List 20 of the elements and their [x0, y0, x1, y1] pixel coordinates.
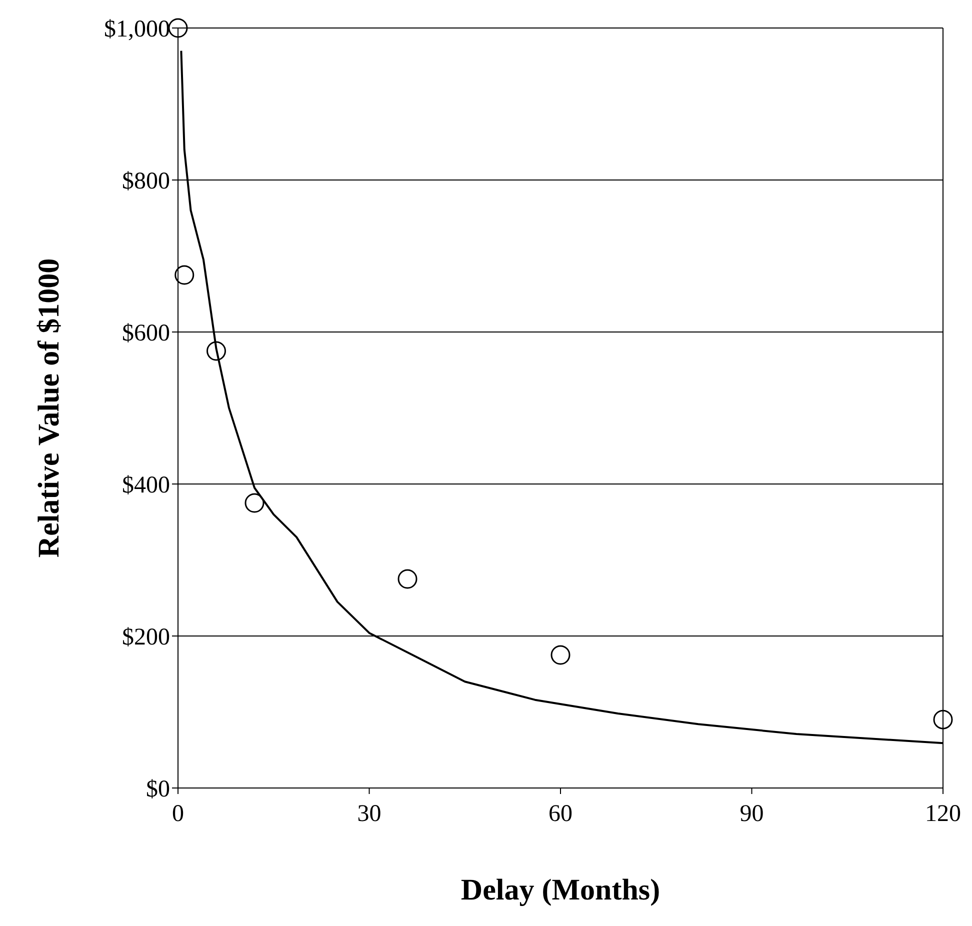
point: [244, 493, 264, 513]
y-tick-label: $800: [122, 168, 170, 195]
x-axis-title: Delay (Months): [460, 873, 660, 906]
point: [168, 18, 188, 38]
y-tick-label: $600: [122, 320, 170, 347]
point: [206, 341, 226, 361]
y-tick-label: $0: [146, 776, 170, 803]
y-tick-label: $200: [122, 624, 170, 651]
x-tick-label: 90: [740, 801, 764, 828]
x-tick-label: 60: [548, 801, 572, 828]
y-tick-label: $1,000: [104, 16, 170, 43]
x-tick-label: 120: [925, 801, 961, 828]
x-tick-label: 0: [172, 801, 184, 828]
y-axis-title: Relative Value of $1000: [32, 258, 66, 558]
point: [398, 569, 418, 589]
point: [174, 265, 194, 285]
y-tick-label: $400: [122, 472, 170, 499]
x-tick-label: 30: [357, 801, 382, 828]
point: [933, 710, 953, 730]
point: [550, 645, 570, 665]
